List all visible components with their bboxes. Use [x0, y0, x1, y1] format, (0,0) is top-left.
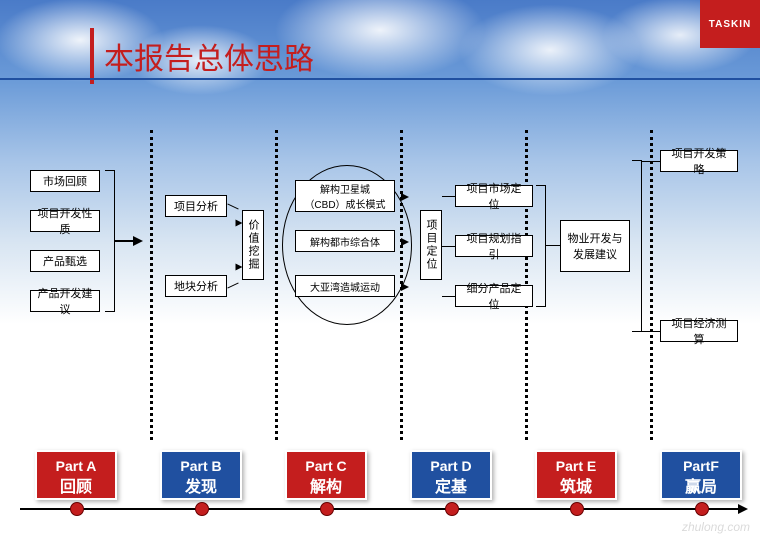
box-d1: 项目规划指引 [455, 235, 533, 257]
title-block: 本报告总体思路 [90, 28, 314, 84]
brand-logo: TASKIN [700, 0, 760, 48]
part-cn: 赢局 [662, 477, 740, 499]
connector [546, 245, 560, 246]
arrow-icon [401, 283, 409, 291]
arrow-icon [401, 238, 409, 246]
box-a3: 产品开发建议 [30, 290, 100, 312]
flowchart: 市场回顾 项目开发性质 产品甄选 产品开发建议 项目分析 地块分析 价值挖掘 解… [0, 110, 760, 460]
part-b: Part B发现 [160, 450, 242, 500]
watermark: zhulong.com [682, 520, 750, 534]
box-b-merge: 价值挖掘 [242, 210, 264, 280]
box-a1: 项目开发性质 [30, 210, 100, 232]
connector [442, 196, 455, 197]
part-en: Part A [37, 457, 115, 477]
timeline-dot [445, 502, 459, 516]
arrow-icon [236, 264, 243, 271]
part-d: Part D定基 [410, 450, 492, 500]
part-cn: 定基 [412, 477, 490, 499]
bracket-d [536, 185, 546, 307]
timeline-dot [195, 502, 209, 516]
timeline-dot [570, 502, 584, 516]
box-e: 物业开发与发展建议 [560, 220, 630, 272]
divider [650, 130, 653, 440]
bracket-e [632, 160, 642, 332]
part-cn: 回顾 [37, 477, 115, 499]
timeline-dot [70, 502, 84, 516]
box-c1: 解构都市综合体 [295, 230, 395, 252]
box-d2: 细分产品定位 [455, 285, 533, 307]
part-en: Part B [162, 457, 240, 477]
horizontal-rule [0, 78, 760, 80]
part-en: Part E [537, 457, 615, 477]
part-en: Part D [412, 457, 490, 477]
divider [275, 130, 278, 440]
part-cn: 筑城 [537, 477, 615, 499]
page-title: 本报告总体思路 [104, 34, 314, 78]
box-f1: 项目经济测算 [660, 320, 738, 342]
part-c: Part C解构 [285, 450, 367, 500]
connector [227, 204, 238, 210]
box-d0: 项目市场定位 [455, 185, 533, 207]
box-b-top: 项目分析 [165, 195, 227, 217]
arrow-icon [401, 193, 409, 201]
box-c2: 大亚湾造城运动 [295, 275, 395, 297]
connector [227, 283, 238, 289]
part-en: PartF [662, 457, 740, 477]
box-b-bottom: 地块分析 [165, 275, 227, 297]
connector [115, 240, 133, 242]
part-cn: 发现 [162, 477, 240, 499]
box-f0: 项目开发策略 [660, 150, 738, 172]
bracket-a [105, 170, 115, 312]
part-cn: 解构 [287, 477, 365, 499]
part-a: Part A回顾 [35, 450, 117, 500]
connector [642, 331, 660, 332]
timeline-dot [695, 502, 709, 516]
box-c-out: 项目定位 [420, 210, 442, 280]
connector [642, 161, 660, 162]
connector [442, 246, 455, 247]
timeline-axis [20, 508, 740, 510]
box-c0: 解构卫星城（CBD）成长模式 [295, 180, 395, 212]
title-accent-bar [90, 28, 94, 84]
part-e: Part E筑城 [535, 450, 617, 500]
connector [442, 296, 455, 297]
parts-row: Part A回顾 Part B发现 Part C解构 Part D定基 Part… [0, 450, 760, 510]
part-en: Part C [287, 457, 365, 477]
divider [150, 130, 153, 440]
arrow-icon [236, 220, 243, 227]
timeline-dot [320, 502, 334, 516]
box-a2: 产品甄选 [30, 250, 100, 272]
box-a0: 市场回顾 [30, 170, 100, 192]
part-f: PartF赢局 [660, 450, 742, 500]
arrow-icon [133, 236, 143, 246]
